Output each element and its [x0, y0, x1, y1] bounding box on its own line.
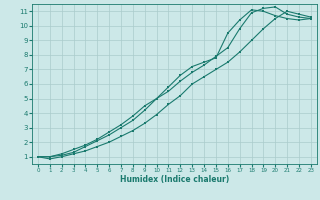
X-axis label: Humidex (Indice chaleur): Humidex (Indice chaleur) — [120, 175, 229, 184]
